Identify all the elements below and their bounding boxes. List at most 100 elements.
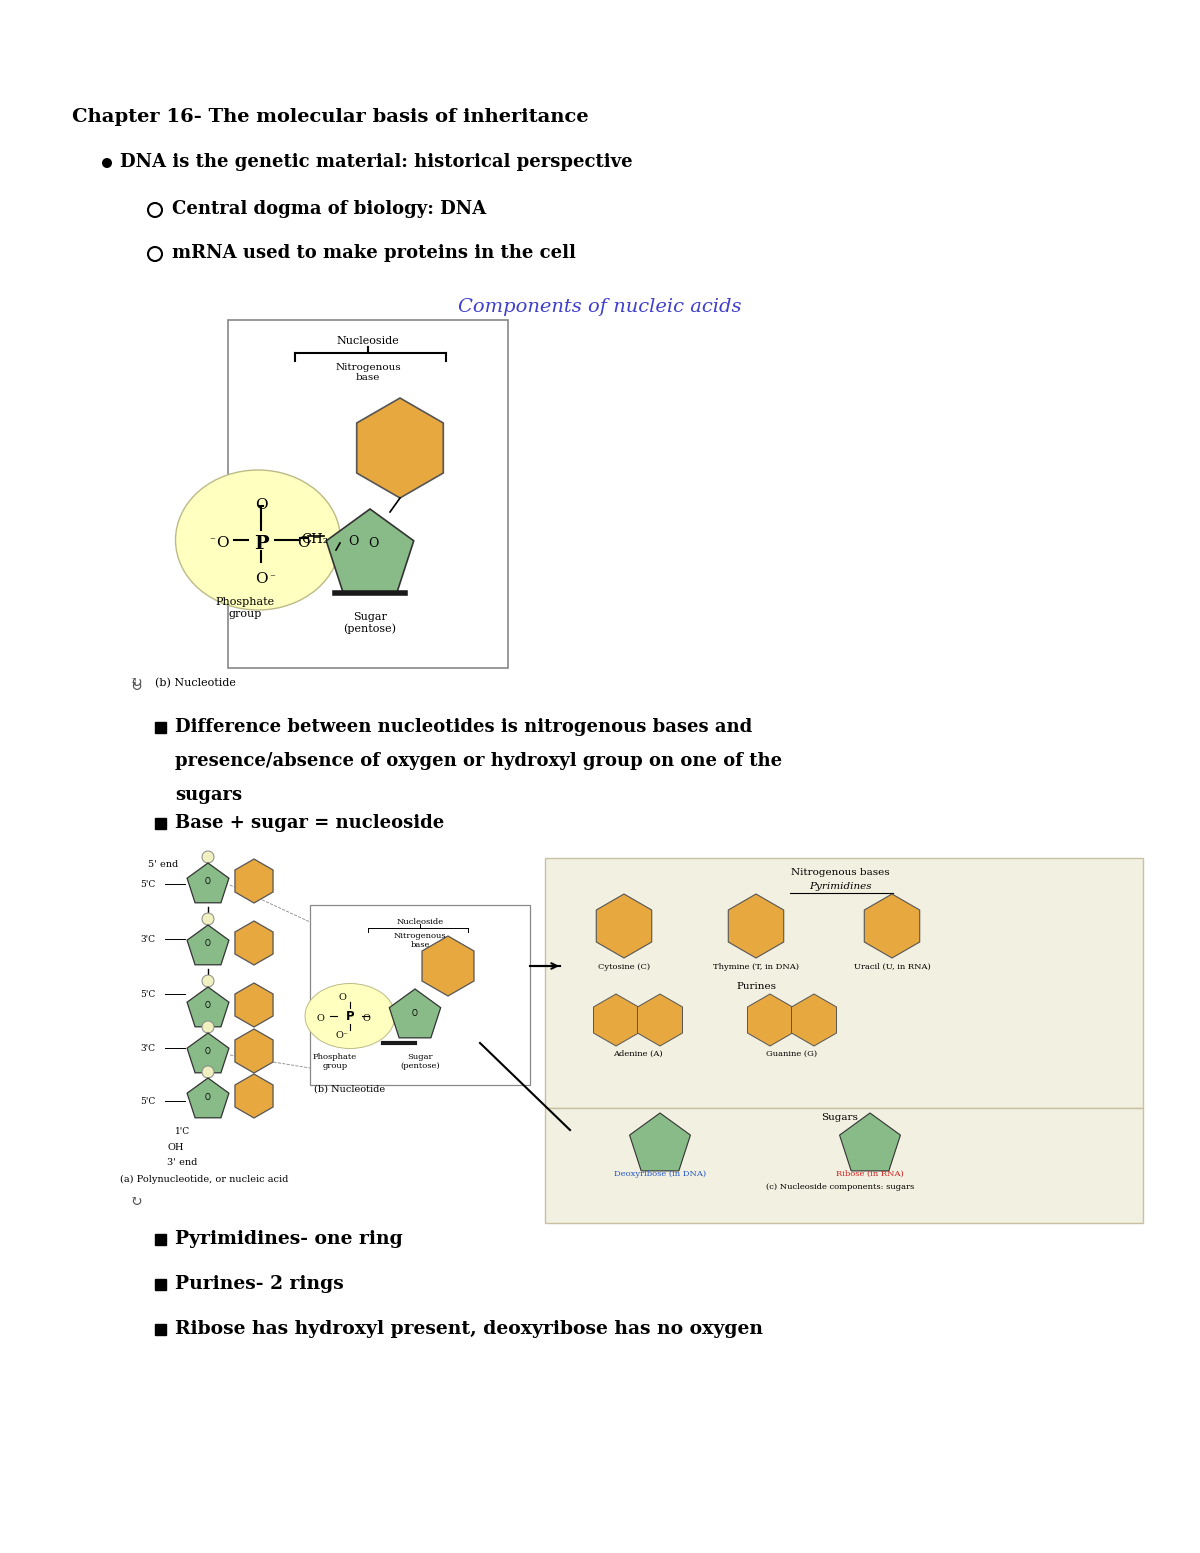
Text: Purines- 2 rings: Purines- 2 rings	[175, 1275, 343, 1294]
Bar	[545, 1107, 1142, 1224]
Text: O: O	[216, 536, 228, 550]
Text: Cytosine (C): Cytosine (C)	[598, 963, 650, 971]
Polygon shape	[187, 1078, 229, 1118]
Text: OH: OH	[167, 1143, 184, 1152]
Text: Phosphate
group: Phosphate group	[313, 1053, 358, 1070]
Text: Thymine (T, in DNA): Thymine (T, in DNA)	[713, 963, 799, 971]
Text: O: O	[205, 940, 211, 949]
Polygon shape	[235, 1075, 274, 1118]
Text: Phosphate
group: Phosphate group	[216, 596, 275, 618]
Circle shape	[202, 913, 214, 926]
Ellipse shape	[175, 471, 341, 610]
Text: CH₂: CH₂	[301, 533, 329, 547]
Polygon shape	[728, 895, 784, 958]
Polygon shape	[630, 1114, 690, 1171]
Text: 5'C: 5'C	[140, 881, 155, 888]
Text: 3'C: 3'C	[140, 1044, 155, 1053]
Polygon shape	[594, 994, 638, 1047]
Text: Deoxyribose (in DNA): Deoxyribose (in DNA)	[614, 1169, 706, 1179]
Text: Ribose has hydroxyl present, deoxyribose has no oxygen: Ribose has hydroxyl present, deoxyribose…	[175, 1320, 763, 1339]
Polygon shape	[235, 859, 274, 902]
Bar	[155, 1280, 166, 1291]
Text: Purines: Purines	[736, 981, 776, 991]
Text: O: O	[316, 1014, 324, 1023]
Circle shape	[148, 247, 162, 261]
Text: O: O	[362, 1014, 370, 1023]
Text: 5' end: 5' end	[148, 860, 179, 870]
Polygon shape	[389, 989, 440, 1037]
Text: Ribose (in RNA): Ribose (in RNA)	[836, 1169, 904, 1179]
Text: ↻: ↻	[130, 680, 143, 694]
Text: Guanine (G): Guanine (G)	[767, 1050, 817, 1058]
Text: Nitrogenous
base: Nitrogenous base	[394, 932, 446, 949]
Text: O: O	[254, 572, 268, 585]
Text: (b) Nucleotide: (b) Nucleotide	[155, 679, 236, 688]
Text: DNA is the genetic material: historical perspective: DNA is the genetic material: historical …	[120, 154, 632, 171]
Bar	[155, 1325, 166, 1336]
Bar	[155, 722, 166, 733]
Text: Nitrogenous bases: Nitrogenous bases	[791, 868, 889, 877]
Ellipse shape	[305, 983, 395, 1048]
Text: O: O	[205, 1048, 211, 1056]
Text: Sugars: Sugars	[822, 1114, 858, 1121]
Text: O: O	[254, 499, 268, 512]
Text: (c) Nucleoside components: sugars: (c) Nucleoside components: sugars	[766, 1183, 914, 1191]
Text: Components of nucleic acids: Components of nucleic acids	[458, 298, 742, 315]
Polygon shape	[235, 983, 274, 1027]
Text: sugars: sugars	[175, 786, 242, 804]
Circle shape	[148, 203, 162, 217]
Polygon shape	[864, 895, 919, 958]
Text: 5'C: 5'C	[140, 989, 155, 999]
Polygon shape	[187, 863, 229, 902]
Bar	[545, 857, 1142, 1107]
Text: Sugar
(pentose): Sugar (pentose)	[400, 1053, 440, 1070]
Polygon shape	[187, 1033, 229, 1073]
Text: O⁻: O⁻	[336, 1031, 348, 1041]
Text: ⁻: ⁻	[209, 536, 215, 547]
Text: mRNA used to make proteins in the cell: mRNA used to make proteins in the cell	[172, 244, 576, 262]
Text: (b) Nucleotide: (b) Nucleotide	[314, 1086, 385, 1093]
Text: 3' end: 3' end	[167, 1159, 197, 1166]
Circle shape	[102, 158, 112, 168]
Bar	[155, 1235, 166, 1246]
Text: Nucleoside: Nucleoside	[396, 918, 444, 926]
Text: O: O	[348, 534, 359, 548]
Text: Nitrogenous
base: Nitrogenous base	[335, 363, 401, 382]
Text: O: O	[338, 992, 346, 1002]
Text: ⁻: ⁻	[269, 573, 275, 582]
Text: O: O	[205, 1092, 211, 1101]
Polygon shape	[235, 921, 274, 964]
Polygon shape	[840, 1114, 900, 1171]
Text: ↻: ↻	[130, 1194, 143, 1208]
Polygon shape	[235, 1030, 274, 1073]
Text: O: O	[205, 1002, 211, 1011]
Circle shape	[202, 975, 214, 988]
Text: P: P	[346, 1009, 354, 1022]
Text: Chapter 16- The molecular basis of inheritance: Chapter 16- The molecular basis of inher…	[72, 109, 589, 126]
Text: O: O	[205, 877, 211, 887]
Circle shape	[202, 1065, 214, 1078]
Text: O: O	[296, 536, 310, 550]
Polygon shape	[187, 926, 229, 964]
Text: Adenine (A): Adenine (A)	[613, 1050, 662, 1058]
Text: Base + sugar = nucleoside: Base + sugar = nucleoside	[175, 814, 444, 832]
Bar	[155, 818, 166, 829]
Circle shape	[202, 851, 214, 863]
Text: Pyrimidines: Pyrimidines	[809, 882, 871, 891]
Text: presence/absence of oxygen or hydroxyl group on one of the: presence/absence of oxygen or hydroxyl g…	[175, 752, 782, 770]
Circle shape	[202, 1020, 214, 1033]
Bar	[228, 320, 508, 668]
Polygon shape	[326, 509, 414, 592]
Text: P: P	[253, 534, 269, 553]
Text: Central dogma of biology: DNA: Central dogma of biology: DNA	[172, 200, 486, 217]
Text: 1'C: 1'C	[175, 1127, 190, 1135]
Text: (a) Polynucleotide, or nucleic acid: (a) Polynucleotide, or nucleic acid	[120, 1176, 288, 1183]
Polygon shape	[356, 398, 443, 499]
Polygon shape	[792, 994, 836, 1047]
Polygon shape	[748, 994, 792, 1047]
Text: ↻: ↻	[130, 676, 143, 690]
Text: Nucleoside: Nucleoside	[337, 335, 400, 346]
Bar	[310, 905, 530, 1086]
Text: 3'C: 3'C	[140, 935, 155, 944]
Text: Uracil (U, in RNA): Uracil (U, in RNA)	[853, 963, 930, 971]
